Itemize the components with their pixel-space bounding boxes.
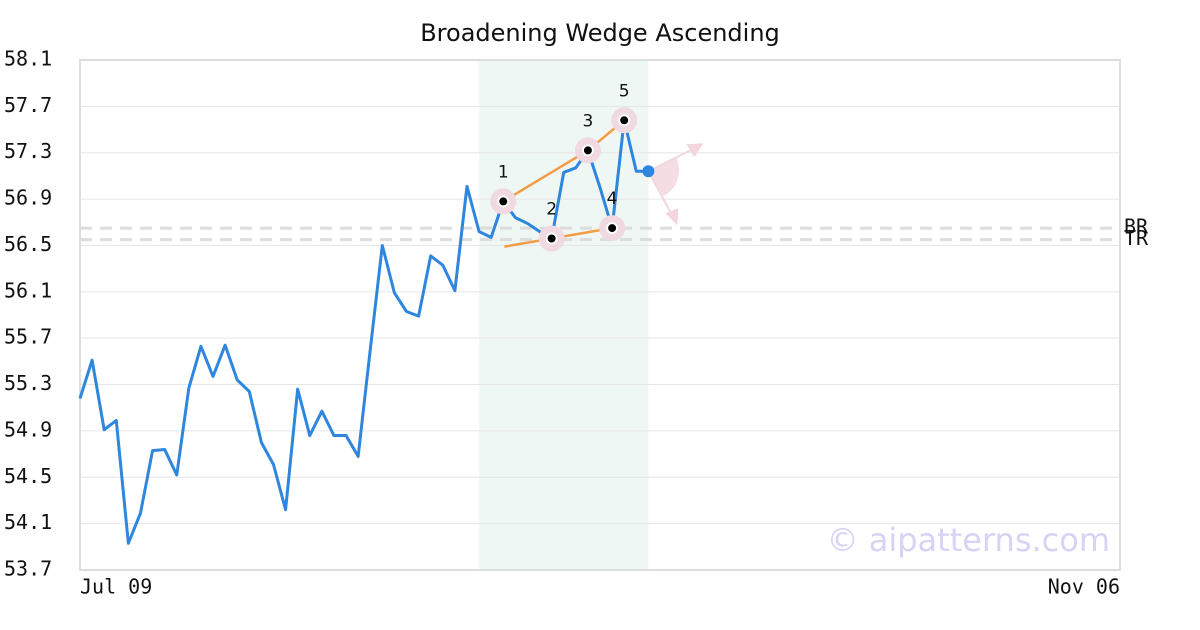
- x-tick-label: Jul 09: [80, 575, 152, 599]
- plot-frame: [79, 59, 1121, 571]
- pattern-label: 5: [619, 81, 630, 101]
- y-tick-label: 56.1: [4, 278, 52, 302]
- projection-arrow: [647, 145, 699, 173]
- pattern-point: [618, 114, 631, 127]
- y-tick-label: 56.9: [4, 186, 52, 210]
- chart-title: Broadening Wedge Ascending: [420, 19, 780, 47]
- y-tick-label: 55.7: [4, 325, 52, 349]
- y-tick-label: 54.9: [4, 417, 52, 441]
- arrow-head: [665, 208, 679, 226]
- y-tick-label: 57.3: [4, 139, 52, 163]
- projection-wedge: [648, 157, 680, 197]
- level-label: TR: [1124, 226, 1149, 250]
- last-point: [642, 165, 655, 178]
- pattern-point: [581, 144, 594, 157]
- level-label: BR: [1124, 215, 1149, 239]
- arrow-head: [686, 143, 704, 158]
- y-tick-label: 54.1: [4, 510, 52, 534]
- pattern-point: [497, 195, 510, 208]
- y-tick-label: 58.1: [4, 47, 52, 71]
- y-tick-label: 55.3: [4, 371, 52, 395]
- y-tick-label: 53.7: [4, 557, 52, 581]
- pattern-label: 1: [498, 162, 509, 182]
- y-tick-label: 56.5: [4, 232, 52, 256]
- pattern-point: [545, 232, 558, 245]
- projection-arrow: [647, 170, 676, 220]
- x-tick-label: Nov 06: [1048, 575, 1120, 599]
- watermark: © aipatterns.com: [827, 521, 1110, 559]
- y-tick-label: 54.5: [4, 464, 52, 488]
- pattern-line: [502, 149, 589, 203]
- pattern-label: 4: [607, 189, 618, 209]
- pattern-label: 3: [582, 111, 593, 131]
- pattern-point: [606, 222, 619, 235]
- pattern-label: 2: [546, 200, 557, 220]
- y-tick-label: 57.7: [4, 93, 52, 117]
